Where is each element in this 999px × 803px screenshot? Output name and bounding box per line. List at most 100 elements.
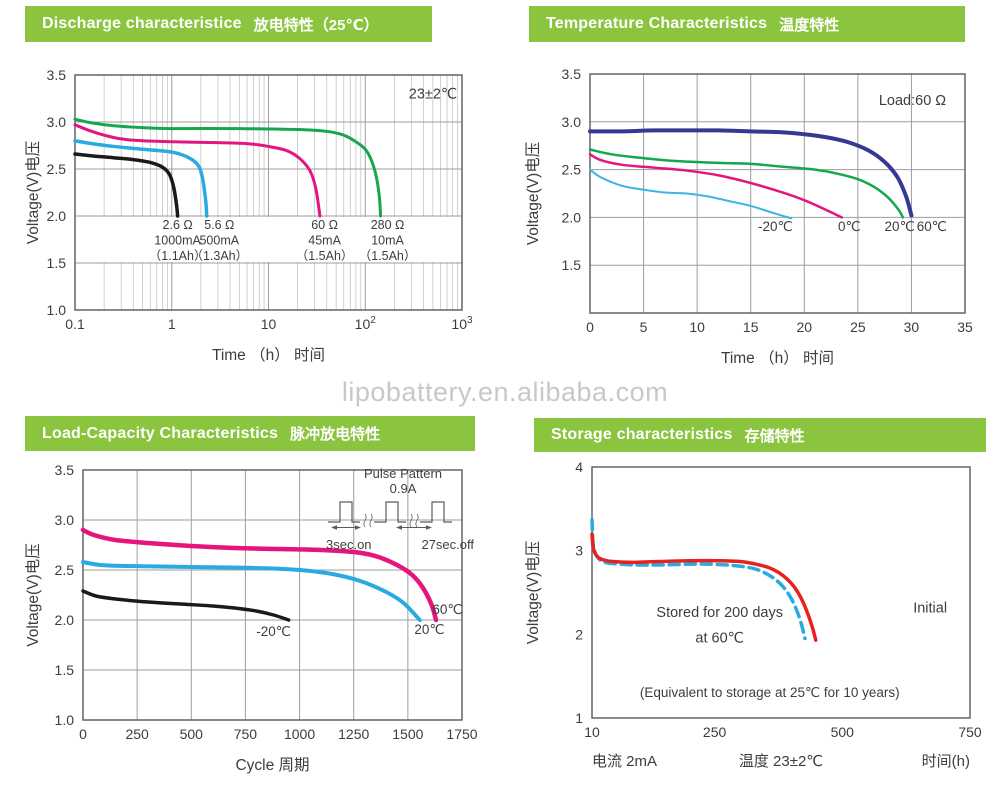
chart-annotation: 23±2℃ <box>409 87 457 103</box>
chart-annotation: （1.3Ah） <box>190 249 248 263</box>
discharge-chart: 0.1 1 10 102 103 3.5 3.0 2.5 2.0 1.5 1.0 Time （h） 时… <box>24 67 473 364</box>
x-tick-label: 10 <box>689 319 705 335</box>
footer-note: 时间(h) <box>922 753 970 770</box>
load-series-curve <box>81 560 422 622</box>
chart-annotation: -20℃ <box>256 624 291 639</box>
waveform-break-marks <box>363 513 419 528</box>
load-capacity-title-en: Load-Capacity Characteristics <box>42 424 279 442</box>
chart-annotation: Load:60 Ω <box>879 93 946 109</box>
chart-annotation: （1.1Ah） <box>149 249 207 263</box>
x-tick-label: 10 <box>261 316 277 332</box>
discharge-grid <box>74 74 463 311</box>
temperature-series-curve <box>588 148 905 219</box>
temperature-series-curve <box>588 153 844 219</box>
chart-annotation: 20℃ <box>414 622 444 637</box>
duration-arrow-heads <box>331 525 432 530</box>
chart-annotation: 5.6 Ω <box>204 218 234 232</box>
x-tick-label: 25 <box>850 319 866 335</box>
y-tick-label: 3.5 <box>47 67 67 83</box>
y-tick-label: 4 <box>575 459 583 475</box>
storage-grid <box>591 466 971 719</box>
pulse-pattern-inset: Pulse Pattern 0.9A 3sec.on 27sec.off <box>326 466 480 552</box>
temperature-y-axis-label: Voltage(V)电压 <box>524 142 542 245</box>
x-tick-label: 500 <box>180 726 204 742</box>
storage-series-curve <box>590 532 818 642</box>
chart-annotation: 0℃ <box>838 219 861 234</box>
y-tick-label: 3.0 <box>562 114 582 130</box>
x-tick-label: 102 <box>355 315 377 332</box>
discharge-series-curve <box>73 152 180 218</box>
discharge-x-axis-label: Time （h） 时间 <box>212 346 325 364</box>
pulse-pattern-title: Pulse Pattern <box>363 466 443 481</box>
load-y-axis-label: Voltage(V)电压 <box>24 543 42 646</box>
chart-annotation: (Equivalent to storage at 25℃ for 10 yea… <box>640 685 900 700</box>
load-x-axis-label: Cycle 周期 <box>235 756 309 774</box>
y-tick-label: 2.0 <box>47 208 67 224</box>
watermark: lipobattery.en.alibaba.com <box>341 377 669 407</box>
footer-note: 温度 23±2℃ <box>739 753 823 770</box>
plot-border <box>82 469 463 721</box>
footer-note: 电流 2mA <box>592 753 657 770</box>
chart-annotation: （1.5Ah） <box>296 249 354 263</box>
y-tick-label: 1.5 <box>55 662 75 678</box>
storage-title-zh: 存储特性 <box>744 427 805 445</box>
x-tick-label: 10 <box>584 724 600 740</box>
discharge-y-axis-label: Voltage(V)电压 <box>24 141 42 244</box>
pulse-waveform-icon <box>328 501 452 530</box>
chart-annotation: 60 Ω <box>311 218 338 232</box>
x-tick-label: 1750 <box>446 726 477 742</box>
pulse-on-label: 3sec.on <box>326 537 372 552</box>
discharge-title-zh: 放电特性（25℃） <box>253 16 379 34</box>
chart-annotation: （1.5Ah） <box>359 249 417 263</box>
pulse-pattern-current: 0.9A <box>389 481 417 496</box>
x-tick-label: 30 <box>904 319 920 335</box>
chart-annotation: 45mA <box>308 234 341 248</box>
plot-border <box>589 73 966 314</box>
y-tick-label: 2.0 <box>55 612 75 628</box>
temperature-x-axis-label: Time （h） 时间 <box>721 349 834 367</box>
discharge-title-en: Discharge characteristice <box>42 15 242 32</box>
discharge-series-curve <box>73 123 322 218</box>
chart-annotation: 500mA <box>199 234 239 248</box>
x-tick-label: 1000 <box>284 726 315 742</box>
y-tick-label: 1 <box>575 710 583 726</box>
chart-annotation: at 60℃ <box>695 631 744 647</box>
y-tick-label: 1.5 <box>562 257 582 273</box>
y-tick-label: 3.5 <box>562 66 582 82</box>
pulse-waveform-path <box>328 501 452 523</box>
x-tick-label: 0 <box>586 319 594 335</box>
x-tick-label: 1250 <box>338 726 369 742</box>
x-tick-label: 1500 <box>392 726 423 742</box>
x-tick-label: 0.1 <box>65 316 85 332</box>
storage-title-en: Storage characteristics <box>551 426 733 443</box>
y-tick-label: 1.0 <box>47 302 67 318</box>
x-tick-label: 750 <box>234 726 258 742</box>
y-tick-label: 2.5 <box>55 562 75 578</box>
discharge-header: Discharge characteristice 放电特性（25℃） <box>25 6 432 42</box>
load-capacity-title-zh: 脉冲放电特性 <box>290 426 381 443</box>
temperature-series-curve <box>588 128 914 218</box>
y-tick-label: 2 <box>575 626 583 642</box>
x-tick-label: 15 <box>743 319 759 335</box>
x-tick-label: 250 <box>125 726 149 742</box>
x-tick-label: 500 <box>831 724 855 740</box>
load-capacity-header: Load-Capacity Characteristics 脉冲放电特性 <box>25 416 475 451</box>
chart-annotation: 60℃ <box>432 602 462 617</box>
storage-header: Storage characteristics 存储特性 <box>534 418 986 452</box>
y-tick-label: 3.0 <box>55 512 75 528</box>
y-tick-label: 3.0 <box>47 114 67 130</box>
chart-annotation: Initial <box>913 601 947 617</box>
load-capacity-chart: 0 250 500 750 1000 1250 1500 1750 3.5 3.0 2.5 2.0 1.… <box>24 462 478 774</box>
y-tick-label: 2.5 <box>562 162 582 178</box>
load-grid <box>82 469 463 721</box>
x-tick-label: 250 <box>703 724 727 740</box>
x-tick-label: 1 <box>168 316 176 332</box>
x-tick-label: 750 <box>958 724 982 740</box>
y-tick-label: 2.5 <box>47 161 67 177</box>
chart-annotation: 280 Ω <box>371 218 405 232</box>
x-tick-label: 0 <box>79 726 87 742</box>
pulse-off-label: 27sec.off <box>421 537 474 552</box>
x-tick-label: 35 <box>957 319 973 335</box>
